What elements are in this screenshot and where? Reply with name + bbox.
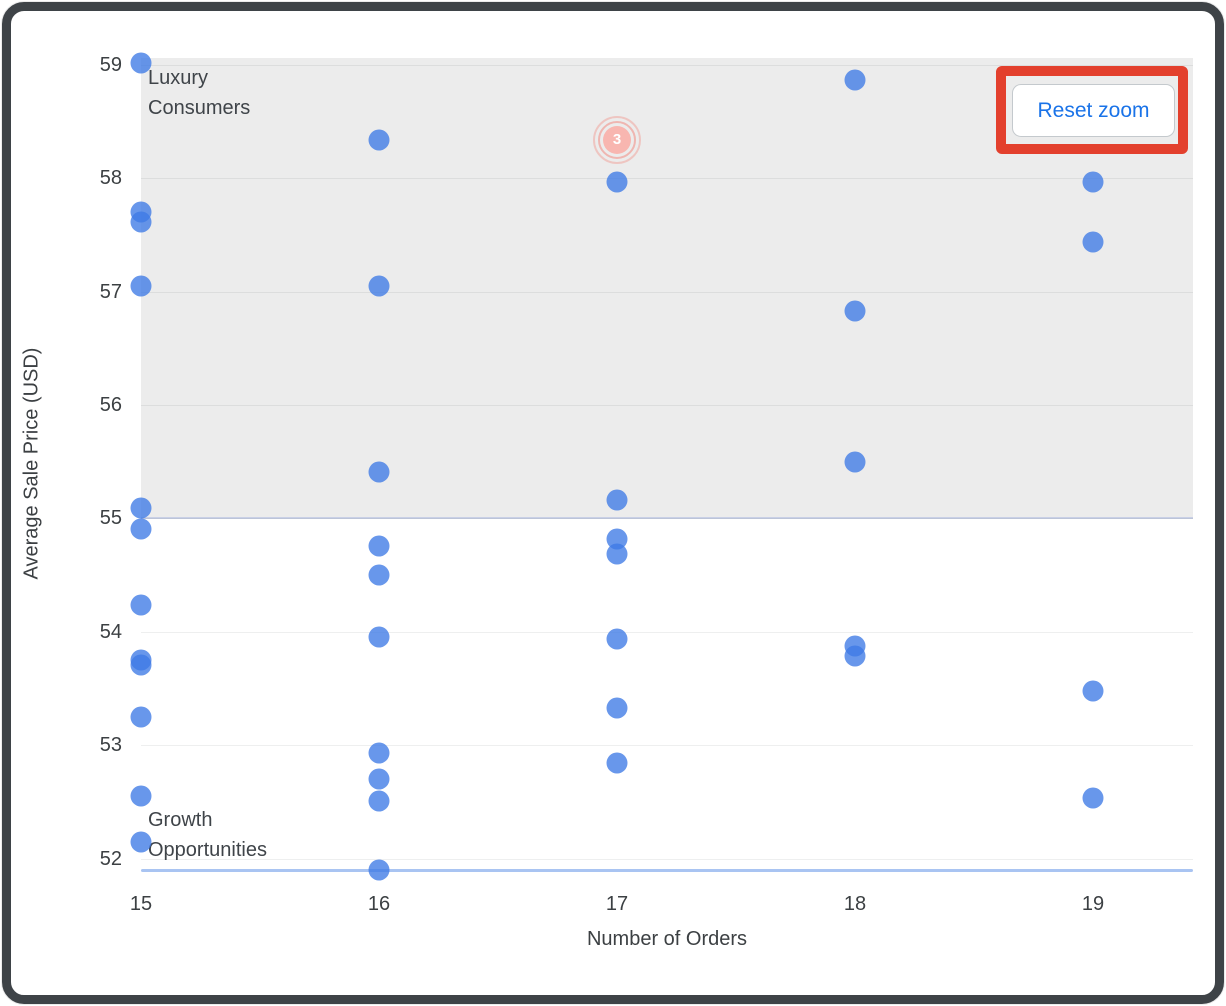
gridline-y-53 [141, 745, 1193, 747]
y-tick-label-58: 58 [99, 167, 122, 190]
scatter-point [368, 461, 390, 483]
scatter-point [130, 785, 152, 807]
y-tick-label-53: 53 [99, 734, 122, 757]
x-tick-label-18: 18 [843, 893, 867, 915]
x-tick-label-19: 19 [1081, 893, 1105, 915]
scatter-point [368, 768, 390, 790]
scatter-point [368, 564, 390, 586]
scatter-point [130, 518, 152, 540]
scatter-point [606, 543, 628, 564]
region-label-growth: Growth Opportunities [148, 809, 267, 861]
scatter-point [368, 859, 390, 881]
gridline-y-56 [141, 404, 1193, 406]
y-tick-label-56: 56 [99, 393, 122, 416]
region-border-0 [141, 517, 1193, 520]
scatter-point [844, 69, 866, 91]
scatter-point [368, 626, 390, 648]
x-tick-label-15: 15 [129, 893, 153, 915]
y-tick-label-55: 55 [99, 507, 122, 530]
scatter-point [606, 697, 628, 719]
gridline-y-58 [141, 178, 1193, 180]
scatter-point [130, 706, 152, 728]
scatter-point [368, 790, 390, 812]
gridline-y-57 [141, 291, 1193, 293]
scatter-point [1082, 231, 1104, 253]
scatter-point [844, 645, 866, 667]
x-tick-label-16: 16 [367, 893, 391, 915]
scatter-point [368, 129, 390, 151]
scatter-point [606, 752, 628, 774]
gridline-y-54 [141, 631, 1193, 633]
gridline-y-52 [141, 858, 1193, 860]
y-axis-title: Average Sale Price (USD) [20, 347, 43, 580]
scatter-point [368, 275, 390, 297]
y-tick-label-52: 52 [99, 847, 122, 870]
y-tick-label-57: 57 [99, 280, 122, 303]
scatter-point [1082, 680, 1104, 702]
scatter-point [130, 594, 152, 616]
y-tick-label-54: 54 [99, 620, 122, 643]
reset-zoom-button[interactable]: Reset zoom [1012, 84, 1175, 137]
scatter-point [844, 300, 866, 322]
x-axis-title: Number of Orders [586, 928, 748, 950]
plot-area[interactable]: Luxury Consumers Growth Opportunities 3 [130, 52, 1193, 881]
scatter-point [130, 211, 152, 233]
scatter-point [844, 451, 866, 473]
scatter-point [130, 831, 152, 853]
gridline-y-55 [141, 518, 1193, 520]
scatter-point [1082, 787, 1104, 809]
scatter-point [130, 52, 152, 74]
scatter-point [130, 654, 152, 676]
scatter-point [606, 628, 628, 650]
scatter-point [130, 497, 152, 519]
scatter-point [606, 171, 628, 193]
scatter-point [130, 275, 152, 297]
scatter-point [1082, 171, 1104, 193]
region-label-luxury: Luxury Consumers [148, 67, 251, 119]
x-axis-baseline [141, 869, 1193, 872]
y-tick-label-59: 59 [99, 53, 122, 76]
gridline-y-59 [141, 64, 1193, 66]
scatter-point [606, 489, 628, 511]
scatter-point [368, 535, 390, 557]
x-tick-label-17: 17 [605, 893, 629, 915]
scatter-point [368, 742, 390, 764]
